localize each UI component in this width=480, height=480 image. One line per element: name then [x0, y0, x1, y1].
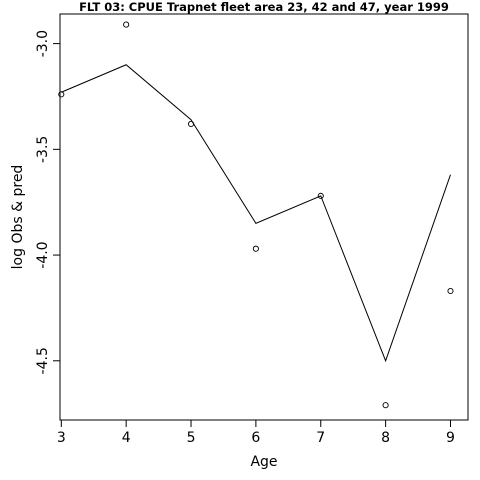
x-axis: 3 4 5 6 7 8 9 [57, 419, 455, 446]
x-tick-label: 5 [187, 430, 196, 446]
observed-point [187, 120, 195, 128]
x-tick-label: 8 [381, 430, 390, 446]
y-tick-label: -3.0 [35, 30, 51, 57]
x-tick-label: 6 [251, 430, 260, 446]
observed-point [123, 21, 130, 28]
observed-point [447, 287, 454, 295]
observed-series [58, 21, 454, 409]
x-tick-label: 3 [57, 430, 66, 446]
observed-point [382, 402, 389, 409]
predicted-line [61, 64, 451, 363]
chart-title: FLT 03: CPUE Trapnet fleet area 23, 42 a… [79, 0, 449, 14]
y-axis-label: log Obs & pred [10, 165, 26, 270]
y-axis: -3.0 -3.5 -4.0 -4.5 [35, 30, 61, 374]
y-tick-label: -4.0 [35, 241, 51, 268]
y-tick-label: -4.5 [35, 347, 51, 374]
plot-frame [59, 13, 469, 421]
observed-point [58, 91, 65, 98]
x-tick-label: 7 [316, 430, 325, 446]
x-tick-label: 4 [122, 430, 131, 446]
observed-point [317, 192, 324, 199]
x-tick-label: 9 [446, 430, 455, 446]
observed-point [252, 245, 259, 252]
y-tick-label: -3.5 [35, 136, 51, 163]
predicted-series [61, 64, 451, 363]
x-axis-label: Age [250, 454, 277, 470]
